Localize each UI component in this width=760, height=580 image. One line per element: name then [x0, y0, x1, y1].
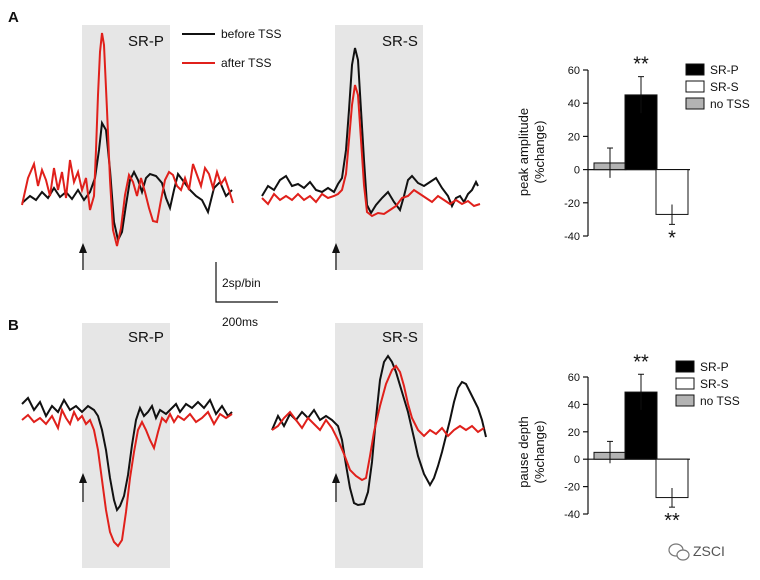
panel-a-srs-label: SR-S [382, 33, 418, 50]
chart-a-legend-swatch-no-tss [685, 97, 705, 110]
chart-b-ytick-label: -40 [564, 509, 580, 521]
chart-a-ytick-label: -20 [564, 198, 580, 210]
chart-a-legend-swatch-sr-s [685, 80, 705, 93]
chart-b-ylabel: pause depth(%change) [516, 416, 547, 488]
tss-arrow-a-srs [332, 243, 340, 270]
bar-chart-pause-depth: 60 40 20 0 -20 -40 pause depth(%change) ** ** SR-… [516, 351, 740, 532]
panel-b-srs-shade [335, 323, 423, 568]
chart-b-legend-label-sr-s: SR-S [700, 377, 729, 391]
scale-bar-x-label: 200ms [222, 315, 258, 329]
trace-b-srs-before [271, 354, 487, 507]
trace-a-srs-after [261, 84, 481, 218]
scale-bar [215, 262, 278, 303]
chart-a-ytick-label: 0 [574, 165, 580, 177]
legend-after-label: after TSS [221, 56, 271, 70]
chart-b-ytick-label: 20 [568, 427, 580, 439]
trace-a-srp-after [21, 32, 234, 247]
chart-a-ytick-label: 40 [568, 98, 580, 110]
chart-a-significance-sr-p: ** [633, 54, 649, 76]
scale-bar-y-label: 2sp/bin [222, 276, 261, 290]
tss-arrow-b-srp [79, 473, 87, 502]
chart-b-legend-label-sr-p: SR-P [700, 360, 729, 374]
chart-b-ytick-label: 0 [574, 454, 580, 466]
panel-b-letter: B [8, 317, 19, 334]
chart-a-significance-sr-s: * [668, 227, 676, 249]
chart-b-significance-sr-p: ** [633, 351, 649, 373]
chart-b-legend-swatch-sr-p [675, 360, 695, 373]
panel-a-srp-label: SR-P [128, 33, 164, 50]
chart-a-legend-label-sr-p: SR-P [710, 63, 739, 77]
chart-a-legend-label-no-tss: no TSS [710, 97, 750, 111]
wechat-icon [668, 543, 690, 561]
trace-b-srp-after [21, 407, 233, 548]
panel-a-srs-shade [335, 25, 423, 270]
tss-arrow-b-srs [332, 473, 340, 502]
chart-a-ytick-label: 20 [568, 131, 580, 143]
legend-before-label: before TSS [221, 27, 281, 41]
chart-b-ytick-label: 40 [568, 399, 580, 411]
chart-a-legend-swatch-sr-p [685, 63, 705, 76]
trace-a-srs-before [261, 47, 479, 216]
chart-b-legend-swatch-no-tss [675, 394, 695, 407]
watermark-text: ZSCI [693, 543, 725, 559]
trace-b-srp-before [21, 396, 233, 513]
panel-b-srp-label: SR-P [128, 329, 164, 346]
chart-b-ytick-label: -20 [564, 482, 580, 494]
panel-a-letter: A [8, 9, 19, 26]
panel-b-srp-shade [82, 323, 170, 568]
chart-b-legend-swatch-sr-s [675, 377, 695, 390]
watermark: ZSCI [668, 543, 725, 561]
chart-b-legend-label-no-tss: no TSS [700, 394, 740, 408]
chart-a-ytick-label: 60 [568, 65, 580, 77]
chart-a-ylabel: peak amplitude(%change) [516, 108, 547, 196]
trace-b-srs-after [271, 364, 485, 482]
chart-b-significance-sr-s: ** [664, 510, 680, 532]
chart-a-legend-label-sr-s: SR-S [710, 80, 739, 94]
chart-a-ytick-label: -40 [564, 231, 580, 243]
tss-arrow-a-srp [79, 243, 87, 270]
chart-b-ytick-label: 60 [568, 372, 580, 384]
panel-b-srs-label: SR-S [382, 329, 418, 346]
